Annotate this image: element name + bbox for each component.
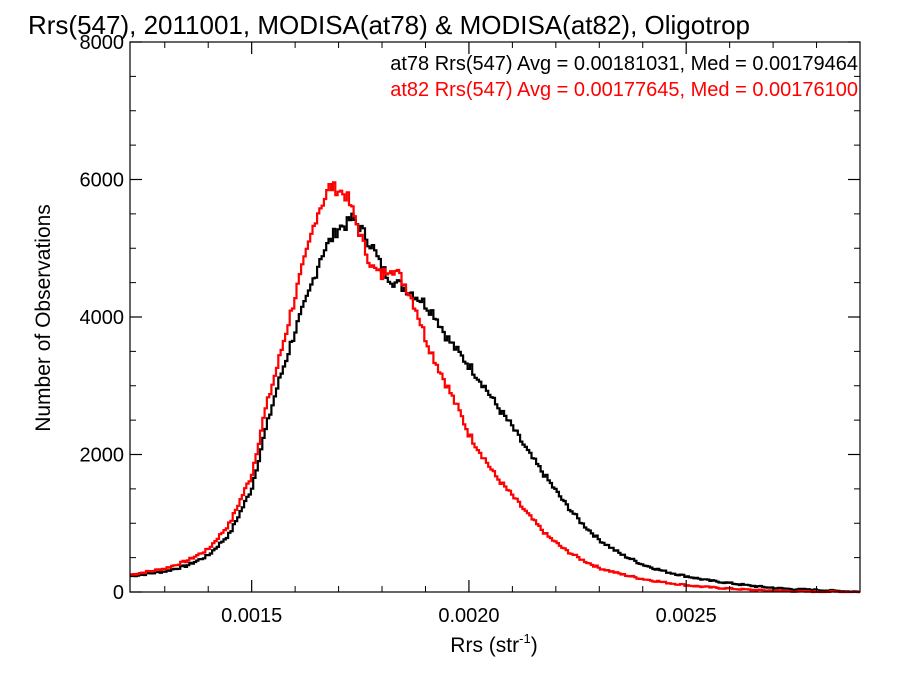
y-tick-label: 6000 [80,170,125,192]
y-tick-label: 4000 [80,307,125,329]
x-axis-label-main: Rrs (str [450,634,519,657]
x-tick-label: 0.0025 [656,605,717,627]
x-tick-label: 0.0020 [438,605,499,627]
x-axis-label-close: ) [531,634,538,657]
x-axis-label: Rrs (str-1) [450,631,537,657]
y-axis-label: Number of Observations [32,204,55,432]
chart-title: Rrs(547), 2011001, MODISA(at78) & MODISA… [28,10,750,40]
y-tick-label: 0 [113,582,124,604]
x-tick-label: 0.0015 [221,605,282,627]
plot-frame [129,41,861,593]
legend-entry-at82: at82 Rrs(547) Avg = 0.00177645, Med = 0.… [390,79,858,101]
plot-area: 0 2000 4000 6000 8000 0.0015 0.0020 0.0025 at78 … [80,32,861,627]
series-line-at78 [130,212,860,594]
y-tick-label: 2000 [80,445,125,467]
x-axis-label-sup: -1 [519,631,531,646]
legend-entry-at78: at78 Rrs(547) Avg = 0.00181031, Med = 0.… [390,53,858,75]
y-tick-label: 8000 [80,32,125,54]
series-line-at82 [130,181,860,594]
